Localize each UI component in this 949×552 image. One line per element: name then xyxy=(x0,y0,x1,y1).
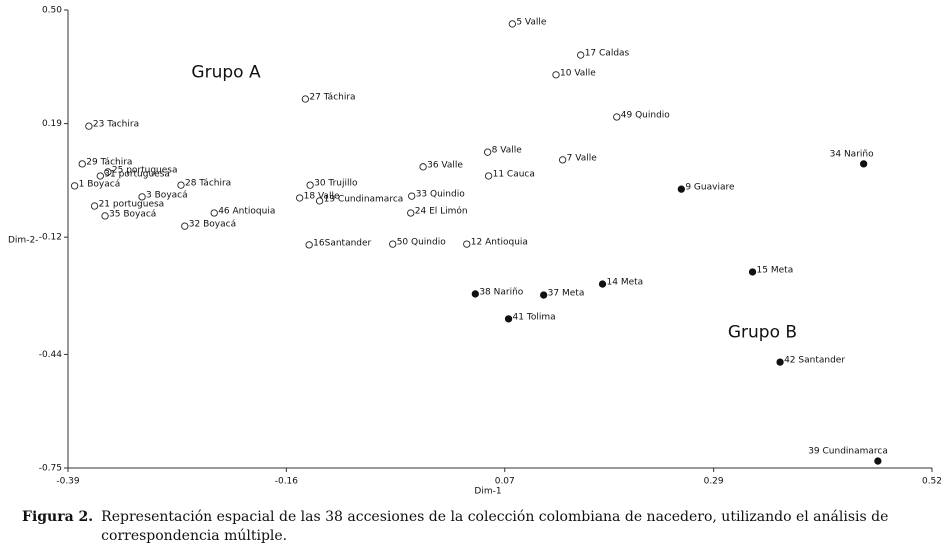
data-point xyxy=(859,160,868,168)
data-point xyxy=(78,160,86,168)
y-tick-label: -0.75 xyxy=(39,464,62,474)
x-tick-label: 0.52 xyxy=(922,477,942,487)
data-point xyxy=(70,182,79,190)
data-point xyxy=(181,222,189,230)
data-point xyxy=(407,209,415,217)
point-label: 18 Valle xyxy=(304,191,340,201)
data-point xyxy=(577,51,585,59)
point-label: 38 Nariño xyxy=(479,287,523,297)
data-point xyxy=(301,95,310,103)
point-label: 27 Táchira xyxy=(309,93,355,103)
point-label: 36 Valle xyxy=(427,160,463,170)
data-point xyxy=(138,193,146,201)
point-label: 16Santander xyxy=(313,238,371,248)
point-label: 12 Antioquia xyxy=(471,238,528,248)
point-label: 25 portuguesa xyxy=(112,165,178,175)
point-label: 41 Tolima xyxy=(513,312,556,322)
point-label: 5 Valle xyxy=(516,17,547,27)
data-point xyxy=(408,192,416,200)
data-point xyxy=(210,209,218,217)
data-point xyxy=(677,185,685,193)
chart: Dim-1 Dim-2- 0.50 0.19 -0.12 -0.44 -0.75 -0.3… xyxy=(8,6,942,497)
point-label: 11 Cauca xyxy=(493,169,535,179)
data-point xyxy=(613,113,621,121)
x-tick-label: 0.29 xyxy=(704,477,724,487)
point-label: 32 Boyacá xyxy=(189,220,236,230)
point-label: 3 Boyacá xyxy=(146,190,188,200)
data-point xyxy=(552,71,560,79)
data-point xyxy=(296,194,304,202)
data-point xyxy=(504,315,513,323)
data-point xyxy=(315,197,324,205)
data-point xyxy=(874,457,882,465)
point-label: 9 Guaviare xyxy=(685,183,735,193)
data-point xyxy=(540,291,548,299)
point-label: 50 Quindio xyxy=(397,238,447,248)
data-point xyxy=(463,240,471,248)
caption: Figura 2. Representación espacial de las… xyxy=(22,508,937,546)
data-point xyxy=(508,20,516,28)
point-label: 17 Caldas xyxy=(585,49,630,59)
x-tick-label: -0.39 xyxy=(56,477,80,487)
x-axis-label: Dim-1 xyxy=(474,487,501,497)
data-point xyxy=(389,240,397,248)
point-label: 49 Quindio xyxy=(621,110,671,120)
x-tick-label: 0.07 xyxy=(495,477,515,487)
point-label: 37 Meta xyxy=(548,289,585,299)
annotation: Grupo A xyxy=(191,62,261,82)
point-label: 30 Trujillo xyxy=(314,179,358,189)
data-point xyxy=(776,358,784,366)
annotation: Grupo B xyxy=(728,322,797,342)
x-tick-label: -0.16 xyxy=(275,477,299,487)
data-point xyxy=(96,172,104,180)
caption-label: Figura 2. xyxy=(22,509,94,525)
point-label: 14 Meta xyxy=(607,278,644,288)
data-point xyxy=(101,212,109,220)
y-tick-label: -0.44 xyxy=(39,350,63,360)
point-label: 7 Valle xyxy=(567,153,598,163)
point-label: 34 Nariño xyxy=(830,149,874,159)
data-point xyxy=(85,122,93,130)
point-label: 46 Antioquia xyxy=(218,206,275,216)
data-point xyxy=(419,163,427,171)
point-label: 29 Táchira xyxy=(86,157,132,167)
point-label: 28 Táchira xyxy=(185,179,231,189)
data-point xyxy=(306,181,314,189)
point-label: 33 Quindio xyxy=(416,190,466,200)
point-label: 10 Valle xyxy=(560,68,596,78)
y-tick-label: 0.19 xyxy=(42,119,62,129)
y-tick-label: -0.12 xyxy=(39,233,62,243)
data-point xyxy=(559,156,567,164)
data-point xyxy=(748,268,757,276)
point-label: 8 Valle xyxy=(492,146,523,156)
point-label: 31 portuguesa xyxy=(104,169,170,179)
point-label: 42 Santander xyxy=(784,356,845,366)
y-axis-label: Dim-2- xyxy=(8,236,38,246)
data-point xyxy=(471,290,479,298)
point-label: 35 Boyacá xyxy=(109,209,156,219)
data-point xyxy=(598,280,607,288)
data-point xyxy=(90,202,99,210)
data-point xyxy=(484,172,493,180)
data-point xyxy=(484,148,492,156)
point-label: 23 Tachira xyxy=(93,120,139,130)
point-label: 15 Meta xyxy=(757,265,794,275)
point-label: 19 Cundinamarca xyxy=(324,194,404,204)
data-point xyxy=(104,168,112,176)
point-label: 21 portuguesa xyxy=(99,200,165,210)
data-point xyxy=(305,241,313,249)
point-label: 39 Cundinamarca xyxy=(808,447,888,457)
point-label: 24 El Limón xyxy=(415,205,468,216)
point-label: 1 Boyacá xyxy=(79,179,121,189)
caption-text: Representación espacial de las 38 accesi… xyxy=(101,509,889,544)
y-tick-label: 0.50 xyxy=(42,6,62,16)
data-point xyxy=(177,181,185,189)
